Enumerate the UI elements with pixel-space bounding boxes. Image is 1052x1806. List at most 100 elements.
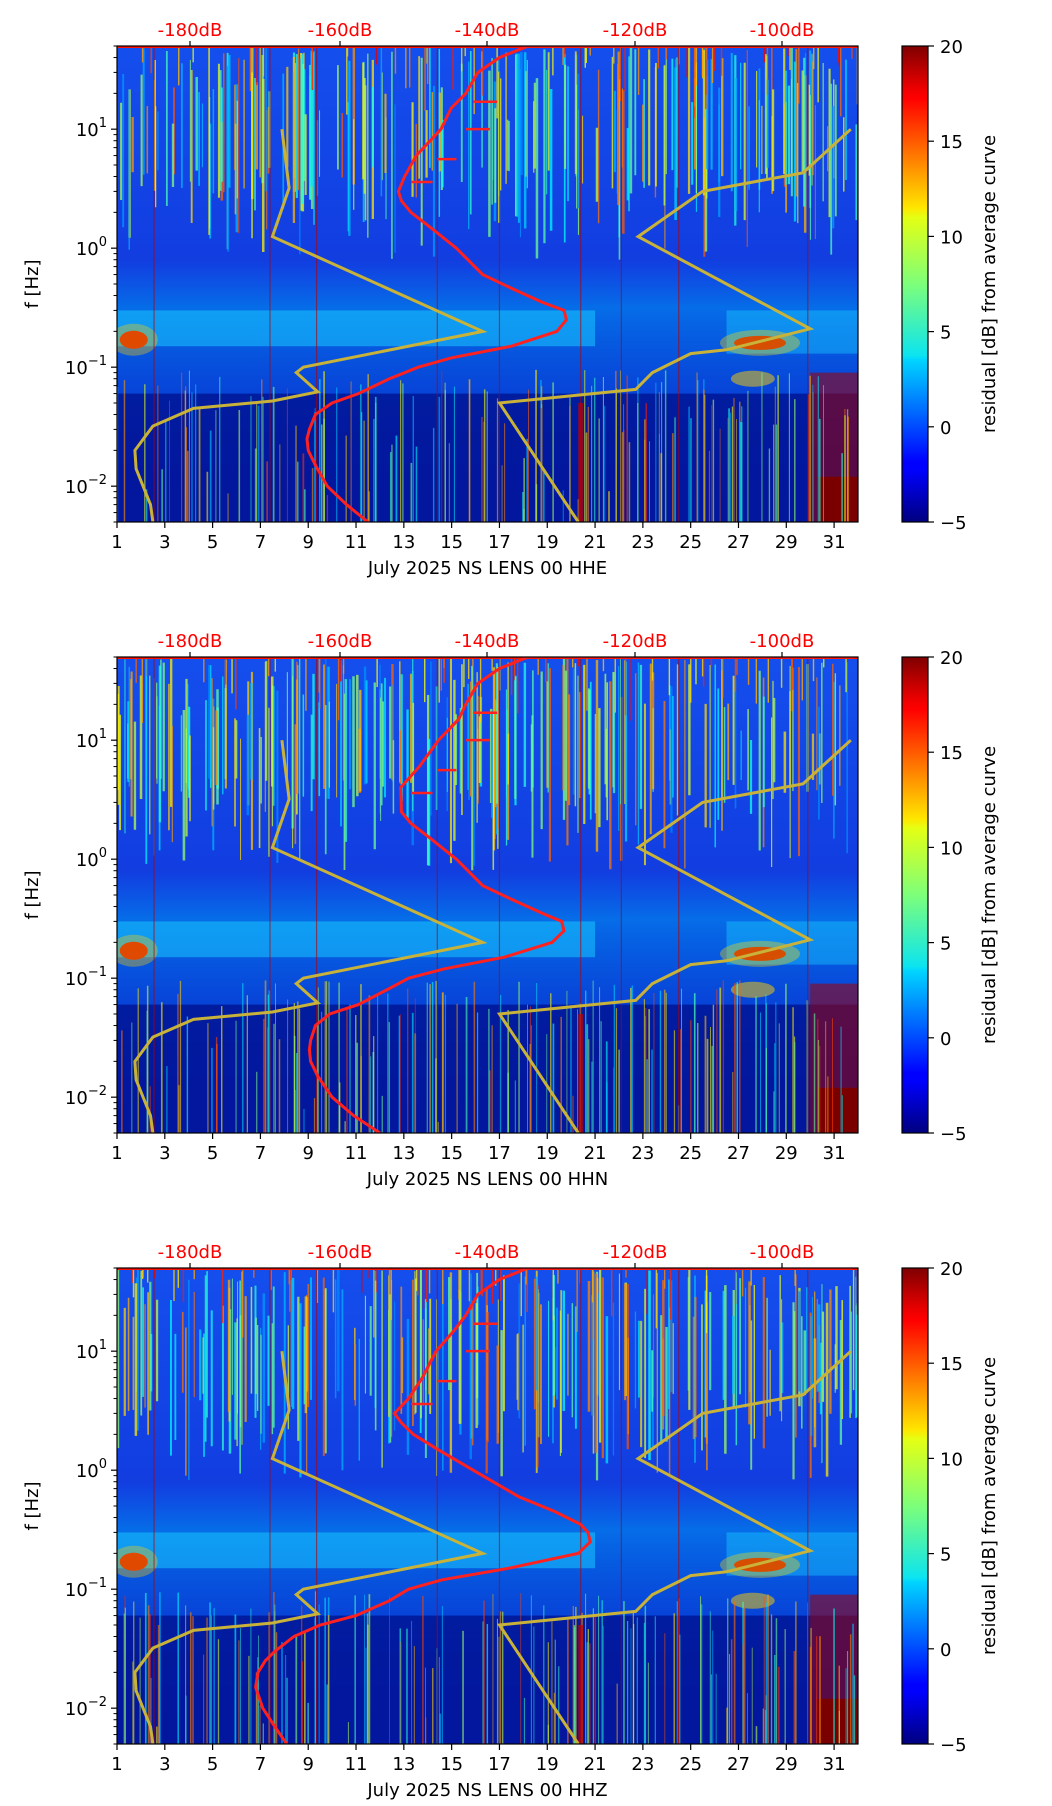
top-db-label: -120dB: [603, 1242, 668, 1263]
top-db-label: -120dB: [603, 631, 668, 652]
top-db-label: -140dB: [455, 20, 520, 41]
heatmap-low-band: [117, 1004, 858, 1133]
x-tick-label: 25: [679, 1143, 702, 1164]
y-tick-exponent: −2: [88, 1084, 107, 1099]
top-db-label: -140dB: [455, 1242, 520, 1263]
x-tick-label: 27: [727, 1754, 750, 1775]
x-tick-label: 31: [823, 1754, 846, 1775]
colorbar-tick-label: 0: [940, 1029, 951, 1050]
x-tick-label: 9: [302, 1143, 313, 1164]
y-axis-label: f [Hz]: [22, 870, 43, 919]
average-psd-line: [254, 1268, 854, 1744]
y-tick-base: 10: [65, 1088, 88, 1109]
x-tick-label: 3: [159, 1754, 170, 1775]
top-db-label: -180dB: [158, 20, 223, 41]
y-tick-exponent: −1: [88, 965, 107, 980]
colorbar-tick-label: 20: [940, 37, 963, 58]
top-db-label: -100dB: [750, 20, 815, 41]
noise-bound-line: [133, 1351, 488, 1744]
y-tick-base: 10: [65, 477, 88, 498]
y-tick-base: 10: [76, 850, 99, 871]
y-tick-base: 10: [76, 120, 99, 141]
y-tick-exponent: −2: [88, 1695, 107, 1710]
x-tick-label: 5: [207, 1754, 218, 1775]
y-tick-base: 10: [76, 1461, 99, 1482]
colorbar-tick-label: 15: [940, 1354, 963, 1375]
colorbar-tick-label: 5: [940, 323, 951, 344]
colorbar-tick-label: 20: [940, 1259, 963, 1280]
average-psd-line: [305, 46, 854, 522]
x-tick-label: 25: [679, 1754, 702, 1775]
top-db-label: -160dB: [308, 631, 373, 652]
y-tick-base: 10: [76, 1342, 99, 1363]
x-tick-label: 23: [631, 1143, 654, 1164]
heatmap-microseism-band: [117, 310, 596, 347]
heatmap-hotspot-halo: [117, 1545, 158, 1578]
y-tick-exponent: 1: [99, 727, 107, 742]
x-tick-label: 11: [345, 532, 368, 553]
colorbar-tick-label: 5: [940, 1545, 951, 1566]
colorbar-tick-label: −5: [940, 1124, 967, 1145]
y-tick-exponent: −2: [88, 473, 107, 488]
x-tick-label: 31: [823, 532, 846, 553]
heatmap-late-hot-core: [817, 476, 858, 522]
average-psd-line: [307, 657, 854, 1133]
top-db-label: -120dB: [603, 20, 668, 41]
top-db-label: -100dB: [750, 1242, 815, 1263]
top-db-label: -140dB: [455, 631, 520, 652]
y-tick-label: 100: [76, 235, 107, 260]
y-tick-exponent: −1: [88, 354, 107, 369]
noise-bound-line: [496, 1350, 852, 1744]
heatmap-hotspot: [119, 941, 148, 960]
y-tick-label: 10−2: [65, 473, 107, 498]
colorbar-tick-label: 10: [940, 227, 963, 248]
heatmap-hotspot-halo: [730, 981, 775, 998]
y-tick-exponent: 0: [99, 235, 107, 250]
top-db-label: -180dB: [158, 631, 223, 652]
top-db-label: -160dB: [308, 20, 373, 41]
y-tick-base: 10: [65, 1699, 88, 1720]
colorbar-tick-label: 0: [940, 418, 951, 439]
colorbar-label: residual [dB] from average curve: [979, 135, 1000, 433]
colorbar-tick-label: 15: [940, 743, 963, 764]
spectrogram-heatmap: [117, 46, 858, 522]
y-tick-label: 101: [76, 1338, 107, 1363]
y-tick-base: 10: [65, 969, 88, 990]
colorbar-tick-label: 5: [940, 934, 951, 955]
heatmap-late-hot-core: [817, 1698, 858, 1744]
x-tick-label: 17: [488, 1754, 511, 1775]
colorbar-tick-label: 15: [940, 132, 963, 153]
noise-bound-line: [133, 129, 488, 522]
x-tick-label: 5: [207, 1143, 218, 1164]
x-axis-label: July 2025 NS LENS 00 HHN: [366, 1169, 608, 1190]
heatmap-hotspot: [119, 330, 148, 349]
x-axis-label: July 2025 NS LENS 00 HHZ: [366, 1780, 607, 1801]
y-tick-base: 10: [65, 358, 88, 379]
heatmap-hotspot-halo: [117, 323, 158, 356]
x-tick-label: 31: [823, 1143, 846, 1164]
x-tick-label: 29: [775, 1754, 798, 1775]
x-tick-label: 7: [255, 1754, 266, 1775]
x-tick-label: 15: [440, 1143, 463, 1164]
y-tick-label: 101: [76, 116, 107, 141]
y-tick-label: 10−2: [65, 1695, 107, 1720]
colorbar-tick-label: −5: [940, 513, 967, 534]
y-tick-label: 100: [76, 846, 107, 871]
x-tick-label: 9: [302, 1754, 313, 1775]
y-tick-label: 101: [76, 727, 107, 752]
colorbar-tick-label: 0: [940, 1640, 951, 1661]
y-tick-exponent: 0: [99, 846, 107, 861]
x-tick-label: 7: [255, 532, 266, 553]
x-tick-label: 1: [111, 532, 122, 553]
x-tick-label: 3: [159, 1143, 170, 1164]
spectrogram-heatmap: [117, 1268, 858, 1744]
x-tick-label: 13: [392, 532, 415, 553]
x-tick-label: 23: [631, 532, 654, 553]
x-tick-label: 23: [631, 1754, 654, 1775]
x-tick-label: 15: [440, 532, 463, 553]
x-tick-label: 7: [255, 1143, 266, 1164]
heatmap-hotspot: [119, 1552, 148, 1571]
y-axis-label: f [Hz]: [22, 259, 43, 308]
x-tick-label: 19: [536, 1754, 559, 1775]
